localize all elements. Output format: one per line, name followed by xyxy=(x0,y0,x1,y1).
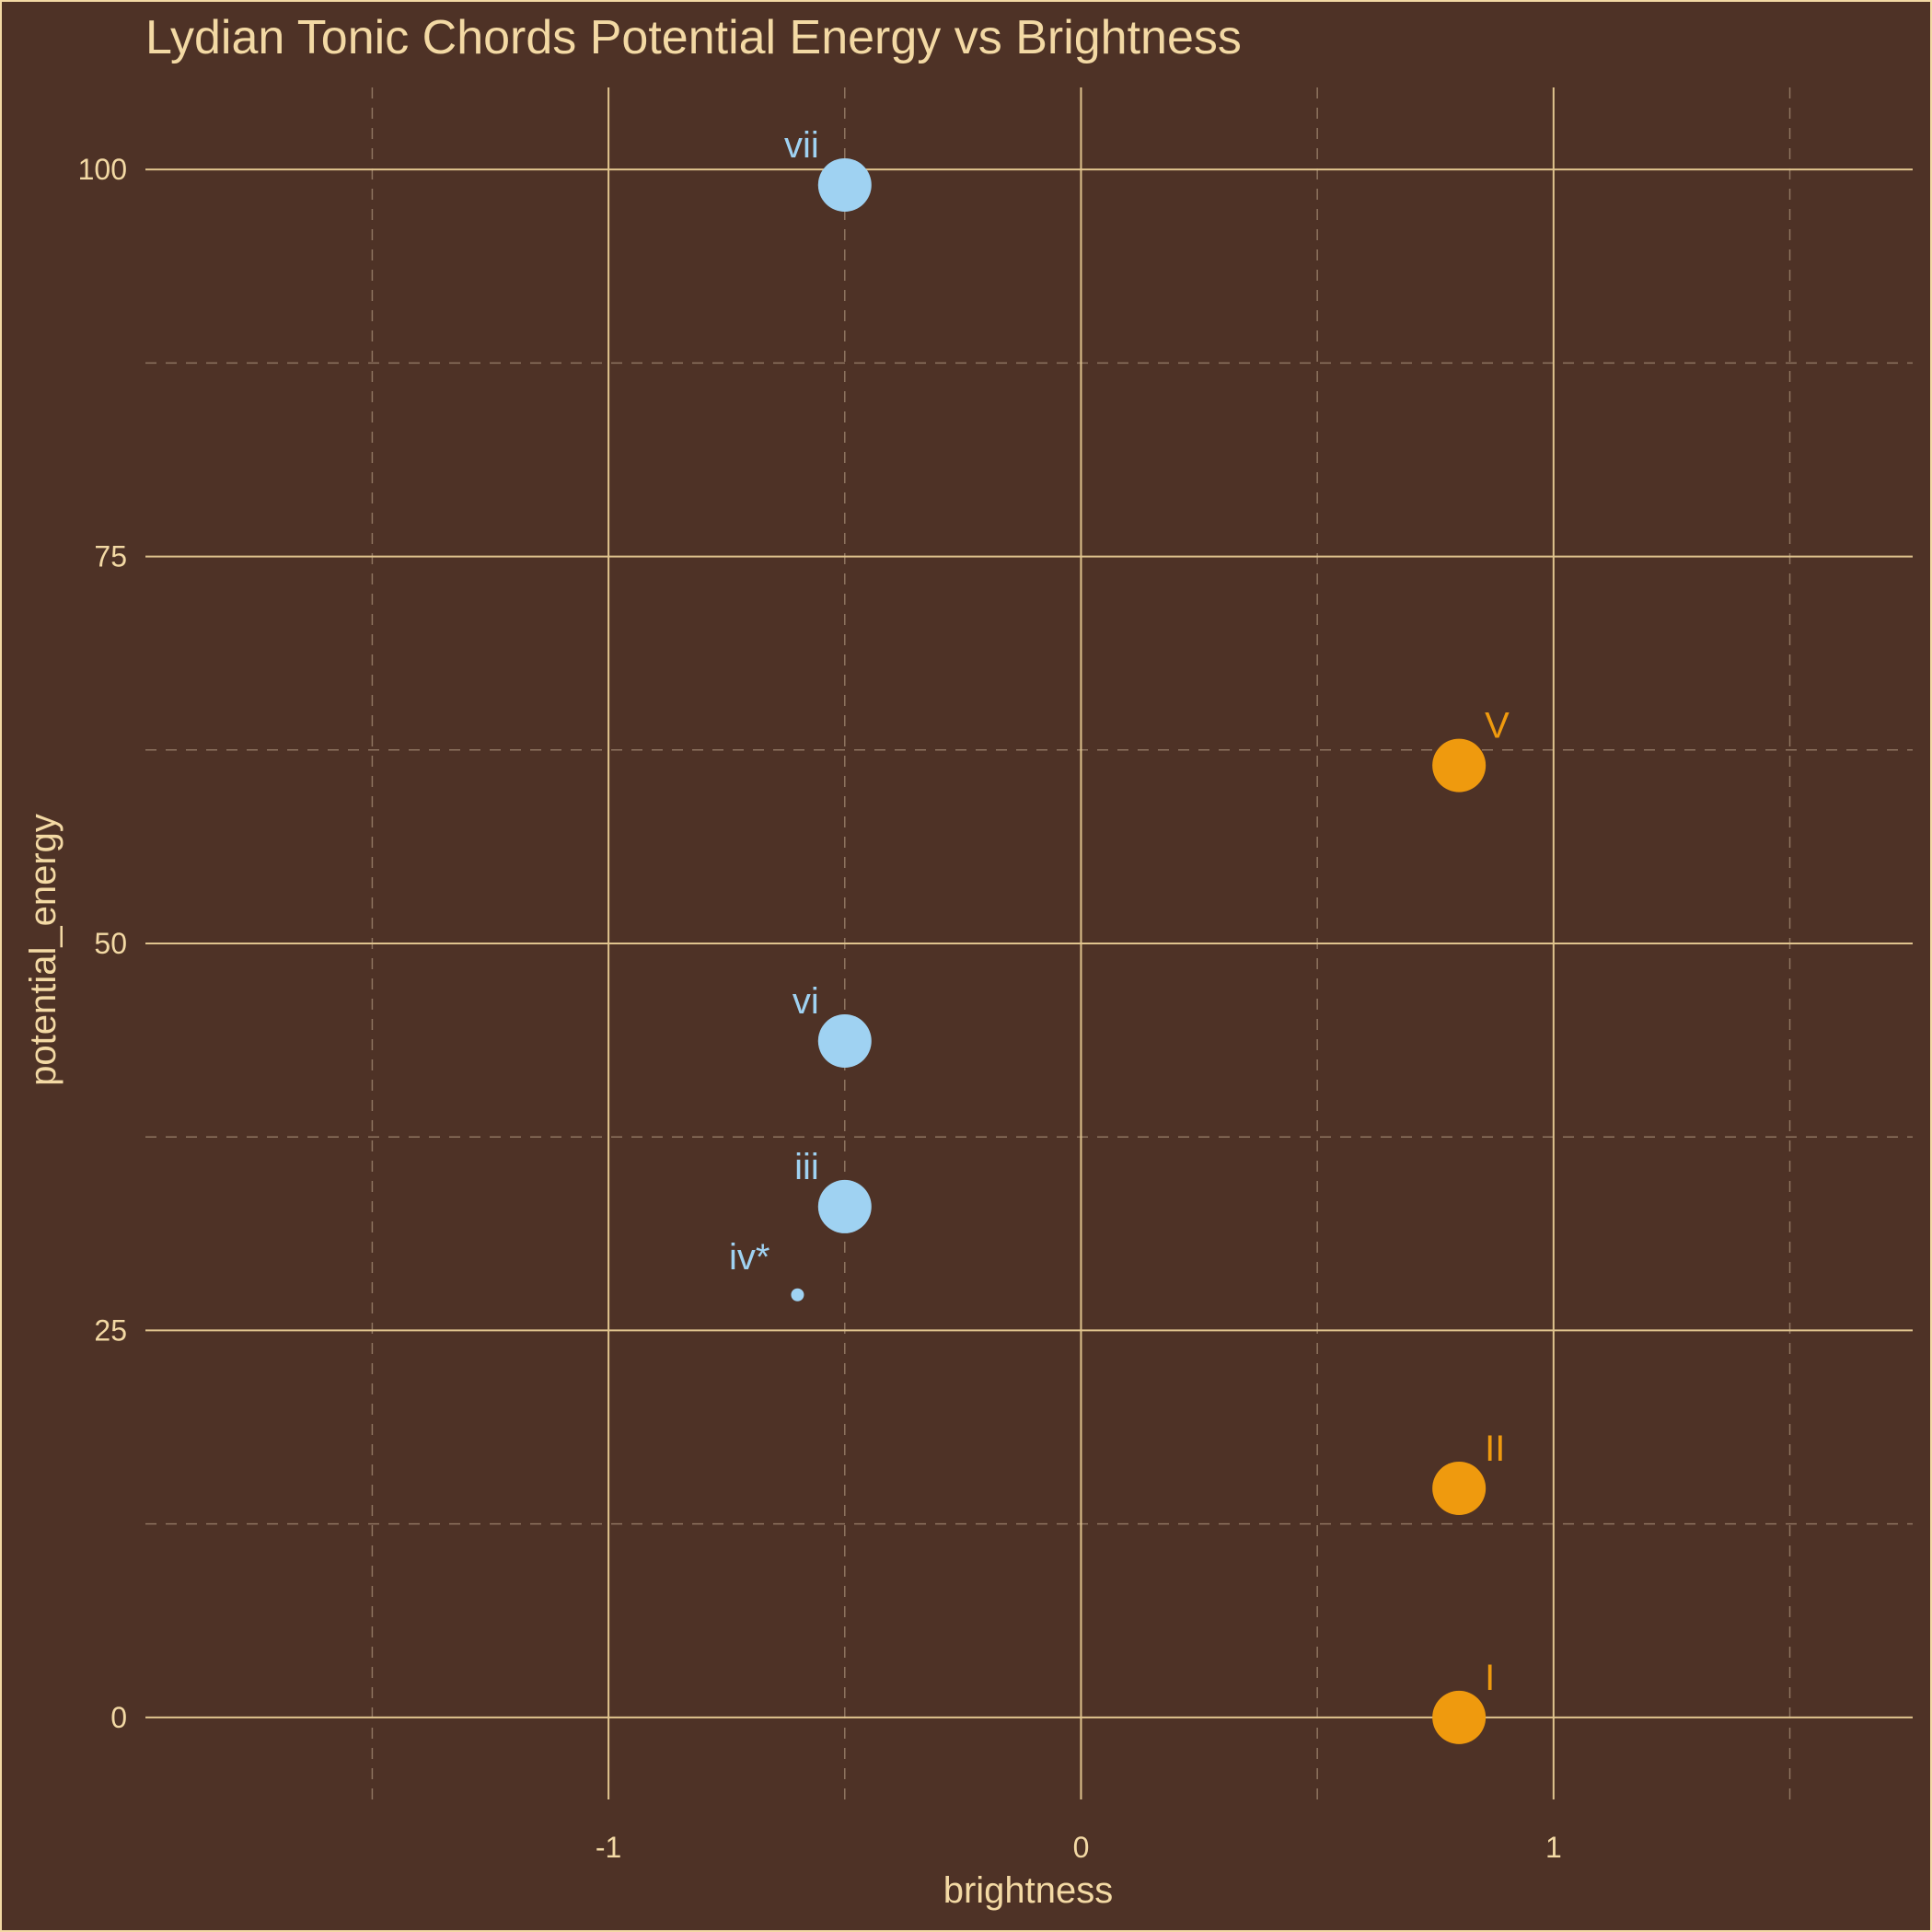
x-tick-label: 0 xyxy=(1073,1831,1090,1864)
grid-layer xyxy=(145,87,1913,1799)
tick-label-layer: -1 0 1 0 25 50 75 100 xyxy=(78,153,1562,1864)
x-axis-title: brightness xyxy=(943,1870,1114,1911)
data-point-label: I xyxy=(1485,1658,1495,1698)
data-point-label: iv* xyxy=(729,1237,769,1278)
data-point xyxy=(817,1179,872,1233)
data-point-label: vi xyxy=(792,981,819,1022)
data-point-label: vii xyxy=(784,125,819,166)
data-point xyxy=(817,1013,872,1068)
y-axis-title: potential_energy xyxy=(23,814,64,1086)
x-tick-label: -1 xyxy=(596,1831,621,1864)
data-point xyxy=(791,1288,804,1301)
y-tick-label: 50 xyxy=(94,927,127,960)
data-point xyxy=(817,157,872,212)
data-point-label: II xyxy=(1485,1429,1505,1469)
y-tick-label: 100 xyxy=(78,153,127,186)
data-point-label: iii xyxy=(794,1147,819,1187)
data-point xyxy=(1432,1690,1487,1744)
data-point-label: V xyxy=(1485,706,1510,746)
y-tick-label: 75 xyxy=(94,540,127,573)
data-point xyxy=(1432,1461,1487,1515)
data-point xyxy=(1432,738,1487,792)
x-tick-label: 1 xyxy=(1545,1831,1562,1864)
y-tick-label: 25 xyxy=(94,1313,127,1347)
data-point-layer xyxy=(791,157,1487,1744)
chart-title: Lydian Tonic Chords Potential Energy vs … xyxy=(145,11,1242,64)
y-tick-label: 0 xyxy=(110,1701,127,1734)
